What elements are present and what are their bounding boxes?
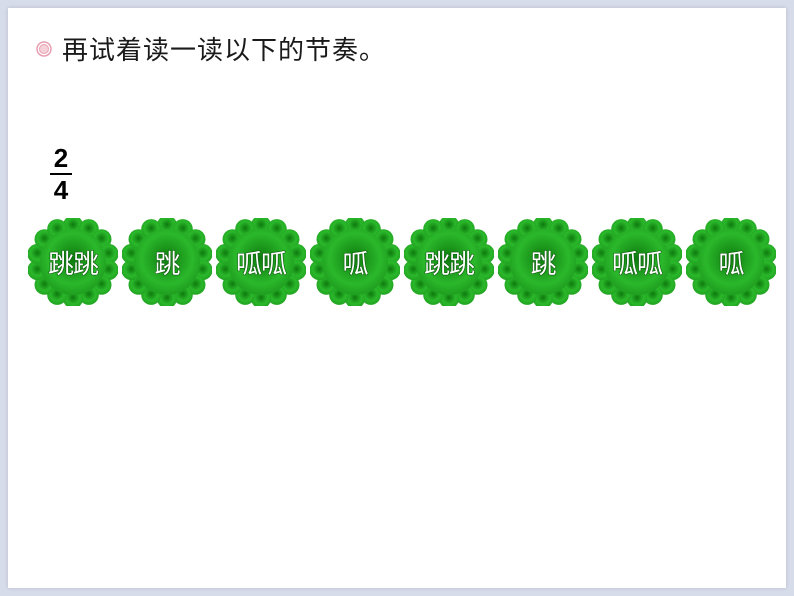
title-line: 再试着读一读以下的节奏。 — [36, 30, 758, 67]
leaf-item: 跳跳 — [404, 218, 494, 306]
leaf-label: 跳 — [530, 244, 555, 281]
leaf-label: 跳跳 — [48, 244, 98, 281]
time-sig-bottom: 4 — [50, 177, 72, 203]
leaf-row: 跳跳 跳 — [28, 218, 758, 306]
time-signature: 2 4 — [50, 145, 72, 203]
leaf-label: 跳 — [154, 244, 179, 281]
leaf-item: 呱 — [686, 218, 776, 306]
leaf-item: 跳跳 — [28, 218, 118, 306]
leaf-label: 呱 — [718, 244, 743, 281]
time-sig-top: 2 — [50, 145, 72, 171]
leaf-label: 呱呱 — [236, 244, 286, 281]
leaf-item: 呱呱 — [216, 218, 306, 306]
leaf-item: 跳 — [122, 218, 212, 306]
leaf-item: 跳 — [498, 218, 588, 306]
leaf-item: 呱 — [310, 218, 400, 306]
leaf-label: 跳跳 — [424, 244, 474, 281]
slide: 再试着读一读以下的节奏。 2 4 跳跳 — [8, 8, 786, 588]
leaf-label: 呱呱 — [612, 244, 662, 281]
title-text: 再试着读一读以下的节奏。 — [62, 30, 386, 67]
leaf-item: 呱呱 — [592, 218, 682, 306]
bullet-icon — [36, 41, 52, 57]
leaf-label: 呱 — [342, 244, 367, 281]
